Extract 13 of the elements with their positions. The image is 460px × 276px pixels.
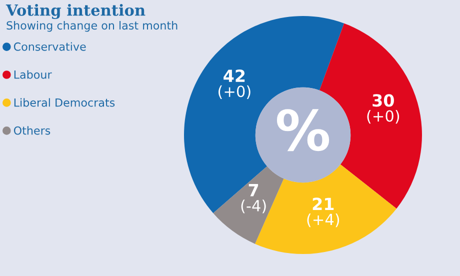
- legend-label: Others: [14, 126, 50, 135]
- data-label: 21 (+4): [307, 198, 340, 228]
- legend-label: Liberal Democrats: [14, 98, 115, 107]
- legend-label: Labour: [14, 70, 52, 79]
- data-label: 42 (+0): [218, 69, 250, 99]
- chart-subtitle: Showing change on last month: [6, 21, 178, 32]
- data-label: 30 (+0): [367, 94, 400, 124]
- text: %: [276, 109, 330, 152]
- chart-title: Voting intention: [6, 4, 146, 20]
- donut-slice: [184, 16, 344, 214]
- legend-label: Conservative: [14, 42, 86, 51]
- data-label: 7 (-4): [241, 184, 266, 214]
- donut-slice: [213, 166, 284, 244]
